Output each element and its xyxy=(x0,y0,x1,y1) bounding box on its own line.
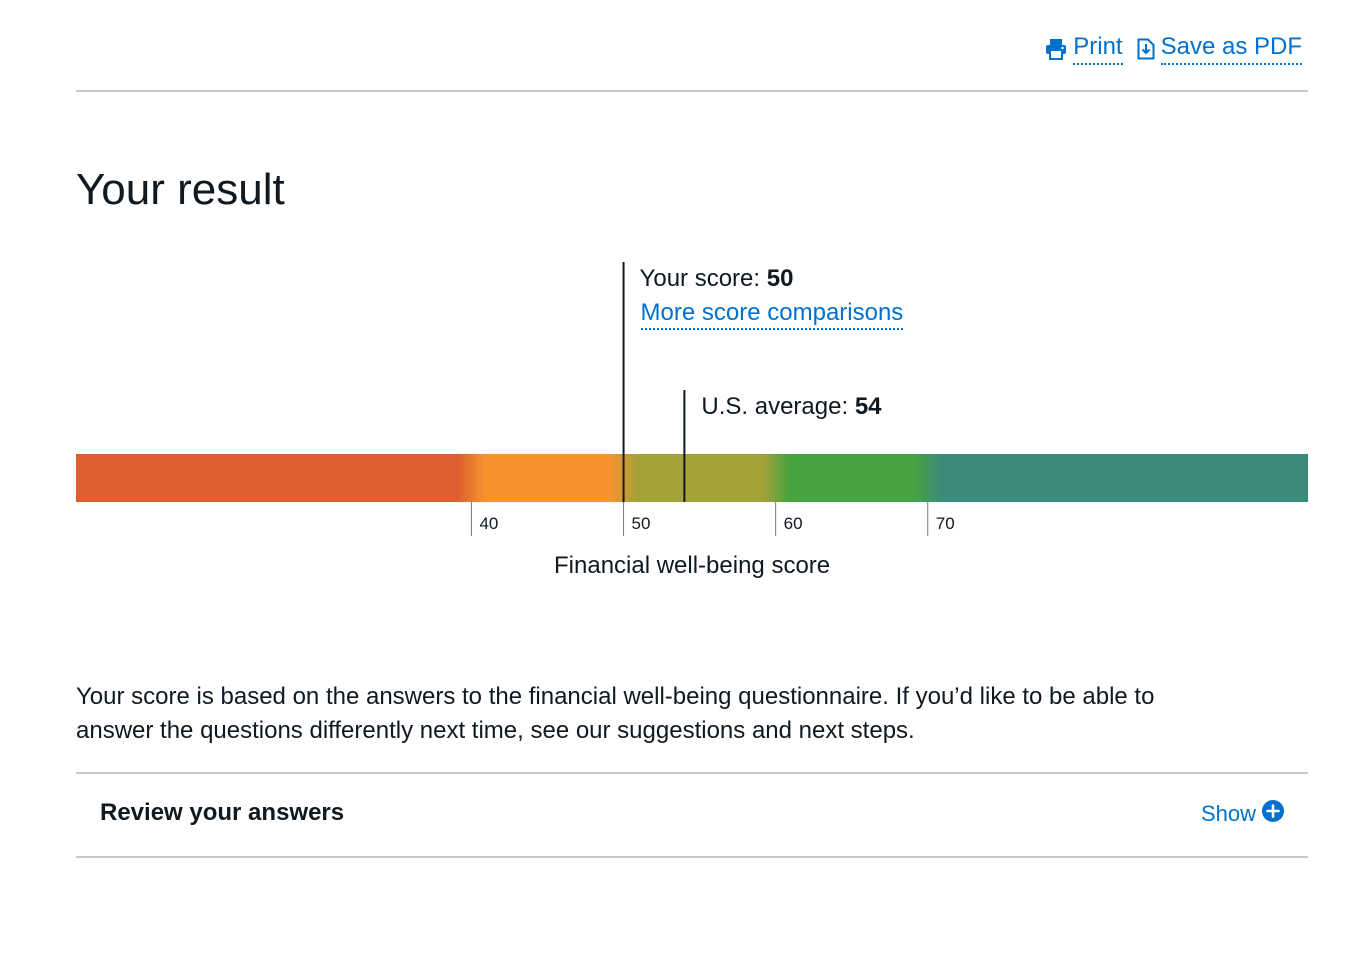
tick-label-70: 70 xyxy=(935,514,955,533)
review-bottom-divider xyxy=(76,856,1308,858)
tick-label-40: 40 xyxy=(479,514,499,533)
score-scale-bar xyxy=(76,454,1308,502)
toolbar: Print Save as PDF xyxy=(1045,32,1302,65)
header-divider xyxy=(76,90,1308,92)
show-label: Show xyxy=(1200,801,1256,826)
save-as-pdf-link[interactable]: Save as PDF xyxy=(1137,32,1302,65)
your-score-value: 50 xyxy=(766,265,794,292)
show-answers-button[interactable]: Show xyxy=(1201,800,1284,828)
page-title: Your result xyxy=(76,165,285,214)
review-answers-title: Review your answers xyxy=(100,799,345,826)
your-score-label: Your score: 50 xyxy=(640,264,794,294)
printer-icon xyxy=(1045,38,1067,60)
axis-title: Financial well-being score xyxy=(554,552,831,579)
more-score-comparisons-link[interactable]: More score comparisons xyxy=(640,298,904,330)
result-summary: Your score is based on the answers to th… xyxy=(76,683,1155,744)
save-as-pdf-label: Save as PDF xyxy=(1160,32,1302,65)
tick-label-50: 50 xyxy=(631,514,651,533)
plus-circle-icon xyxy=(1262,800,1284,828)
tick-label-60: 60 xyxy=(783,514,803,533)
review-top-divider xyxy=(76,772,1308,774)
us-average-label: U.S. average: 54 xyxy=(701,392,881,422)
us-average-caption: U.S. average: xyxy=(701,393,855,420)
print-link[interactable]: Print xyxy=(1045,32,1123,65)
score-chart: Your score: 50 More score comparisons U.… xyxy=(76,250,1308,590)
document-download-icon xyxy=(1137,38,1155,60)
score-scale-svg xyxy=(76,262,1308,536)
your-score-caption: Your score: xyxy=(639,265,767,292)
us-average-value: 54 xyxy=(854,393,882,420)
print-label: Print xyxy=(1073,32,1123,65)
